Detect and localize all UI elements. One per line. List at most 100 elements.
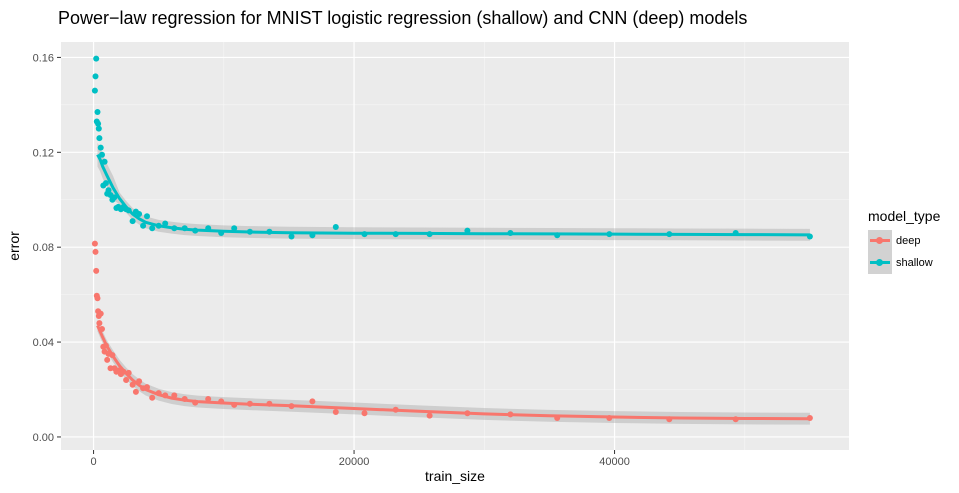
legend-item-deep: deep [868, 230, 940, 252]
data-point-deep [120, 368, 127, 375]
data-point-shallow [266, 228, 273, 235]
axes: 0 20000 40000 0.00 0.04 0.08 0.12 0.16 [33, 52, 630, 468]
data-point-shallow [162, 220, 169, 227]
data-point-deep [99, 326, 105, 332]
confidence-bands [97, 142, 810, 425]
confidence-band-shallow [97, 142, 810, 241]
data-point-shallow [309, 232, 316, 239]
data-point-deep [231, 401, 238, 408]
data-point-deep [806, 415, 813, 421]
data-point-shallow [111, 194, 118, 201]
data-point-deep [104, 356, 111, 363]
data-point-shallow [102, 180, 109, 187]
y-axis-label: error [6, 231, 22, 261]
y-tick-label: 0.12 [33, 147, 54, 159]
data-point-deep [171, 392, 178, 399]
data-point-deep [92, 248, 99, 255]
data-point-shallow [93, 55, 100, 62]
y-tick-label: 0.08 [33, 242, 54, 254]
data-point-shallow [392, 231, 399, 238]
data-point-shallow [246, 228, 253, 235]
data-point-deep [132, 388, 139, 395]
data-point-deep [149, 394, 156, 401]
data-point-deep [266, 400, 273, 407]
legend-label-deep: deep [896, 235, 921, 247]
data-point-deep [181, 396, 188, 402]
data-point-deep [125, 369, 132, 376]
chart-title: Power−law regression for MNIST logistic … [58, 8, 748, 28]
data-point-deep [155, 390, 162, 397]
data-point-deep [606, 415, 613, 421]
x-tick-label: 40000 [599, 456, 630, 468]
data-point-deep [162, 392, 169, 399]
y-tick-label: 0.04 [33, 337, 54, 349]
data-point-shallow [332, 224, 339, 230]
x-axis-label: train_size [425, 468, 485, 484]
data-point-shallow [171, 225, 178, 232]
data-point-deep [426, 412, 433, 419]
data-point-shallow [732, 230, 739, 236]
data-point-shallow [361, 231, 368, 238]
data-point-deep [94, 295, 101, 302]
data-point-shallow [91, 87, 98, 94]
data-point-deep [102, 342, 109, 349]
data-point-deep [109, 352, 116, 359]
legend-label-shallow: shallow [896, 257, 933, 269]
data-point-shallow [92, 73, 99, 80]
data-point-shallow [192, 227, 199, 234]
data-point-shallow [231, 225, 238, 232]
data-point-shallow [96, 135, 103, 142]
legend: model_type deep shallow [868, 208, 940, 274]
data-point-shallow [136, 211, 143, 217]
x-tick-label: 20000 [339, 456, 370, 468]
data-point-shallow [125, 207, 132, 214]
data-point-deep [666, 416, 673, 423]
data-point-shallow [99, 151, 105, 158]
data-point-deep [93, 267, 100, 274]
data-point-shallow [181, 225, 188, 232]
legend-item-shallow: shallow [868, 252, 940, 274]
legend-key-deep [868, 230, 892, 252]
data-point-shallow [806, 233, 813, 240]
data-point-deep [246, 400, 253, 407]
data-point-deep [96, 320, 103, 327]
data-point-deep [332, 409, 339, 415]
data-point-deep [91, 240, 98, 247]
legend-title: model_type [868, 208, 941, 224]
data-point-shallow [101, 158, 108, 165]
data-point-deep [123, 377, 130, 383]
data-point-shallow [205, 225, 212, 232]
data-point-deep [205, 396, 212, 402]
data-point-shallow [105, 187, 112, 194]
data-point-deep [97, 310, 104, 317]
data-point-deep [192, 399, 199, 406]
data-point-shallow [95, 120, 102, 127]
data-point-deep [218, 398, 225, 405]
data-point-deep [554, 415, 561, 421]
data-point-deep [507, 411, 514, 418]
data-point-shallow [606, 231, 613, 238]
data-point-shallow [140, 222, 147, 229]
y-tick-label: 0.00 [33, 432, 54, 444]
data-point-shallow [149, 225, 156, 232]
data-point-shallow [666, 231, 673, 238]
data-point-shallow [129, 218, 136, 225]
data-point-deep [392, 406, 399, 413]
data-point-shallow [144, 213, 150, 220]
data-point-deep [732, 416, 739, 423]
data-point-shallow [218, 230, 225, 236]
data-point-deep [464, 410, 471, 417]
data-point-deep [144, 384, 150, 391]
data-point-shallow [94, 109, 101, 115]
data-point-shallow [288, 233, 295, 240]
x-tick-label: 0 [90, 456, 96, 468]
data-point-deep [129, 381, 136, 388]
data-point-shallow [554, 232, 561, 239]
y-tick-label: 0.16 [33, 52, 54, 64]
data-point-deep [136, 378, 143, 385]
data-point-shallow [507, 230, 514, 236]
data-point-shallow [155, 222, 162, 229]
legend-key-shallow [868, 252, 892, 274]
data-point-shallow [426, 231, 433, 238]
